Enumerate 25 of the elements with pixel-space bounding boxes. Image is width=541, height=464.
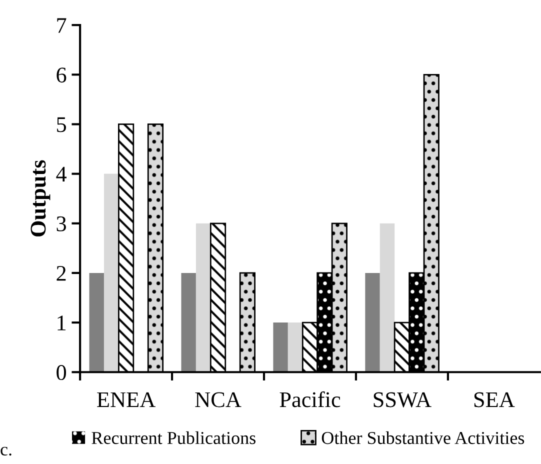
y-tick-label: 5 bbox=[57, 117, 66, 132]
bar bbox=[365, 272, 380, 372]
text: c. bbox=[0, 446, 12, 456]
x-tick-label: NCA bbox=[195, 392, 242, 408]
bar bbox=[288, 322, 303, 372]
bar bbox=[273, 322, 288, 372]
y-tick-label: 6 bbox=[56, 68, 66, 83]
bar bbox=[181, 272, 196, 372]
x-tick-label: ENEA bbox=[97, 392, 156, 407]
y-tick-label: 3 bbox=[56, 216, 66, 232]
legend-label: Other Substantive Activities bbox=[322, 431, 524, 444]
y-tick-label: 7 bbox=[57, 18, 66, 33]
y-tick-label: 2 bbox=[56, 266, 66, 281]
bar bbox=[89, 272, 104, 372]
legend-label: Recurrent Publications bbox=[92, 431, 256, 444]
x-tick-label: SEA bbox=[474, 392, 515, 408]
bar bbox=[196, 223, 211, 372]
y-axis-title: Outputs bbox=[30, 160, 50, 236]
y-tick-label: 4 bbox=[56, 166, 67, 182]
y-tick-label: 1 bbox=[58, 316, 66, 330]
y-tick-label: 0 bbox=[56, 365, 66, 380]
bar bbox=[104, 174, 119, 372]
bar bbox=[380, 223, 395, 372]
x-tick-label: Pacific bbox=[280, 391, 340, 408]
x-tick-label: SSWA bbox=[374, 392, 432, 408]
